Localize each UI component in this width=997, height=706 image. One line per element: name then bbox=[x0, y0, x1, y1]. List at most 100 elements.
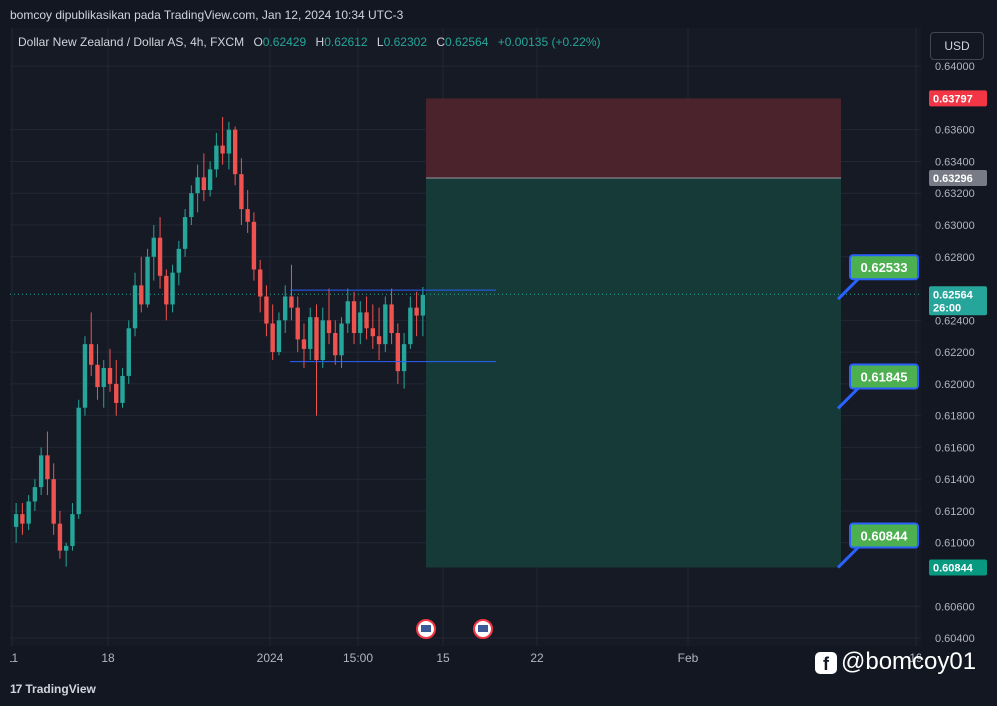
candle-body[interactable] bbox=[289, 296, 294, 308]
currency-button[interactable]: USD bbox=[930, 32, 984, 60]
candle-body[interactable] bbox=[351, 301, 357, 334]
price-scale-svg[interactable]: 0.64000 0.63600 0.63400 0.63200 0.63000 0.628… bbox=[921, 28, 997, 646]
flag-stripes bbox=[421, 625, 431, 632]
candle-body[interactable] bbox=[264, 296, 269, 324]
candle-body[interactable] bbox=[189, 193, 194, 218]
y-tick-label: 0.63400 bbox=[935, 156, 975, 168]
candle-body[interactable] bbox=[220, 145, 225, 154]
candle-body[interactable] bbox=[383, 304, 388, 345]
x-tick-label: 22 bbox=[530, 651, 544, 665]
candle-body[interactable] bbox=[107, 367, 113, 384]
candle-body[interactable] bbox=[420, 294, 426, 316]
candle-body[interactable] bbox=[51, 479, 56, 524]
y-tick-label: 0.62800 bbox=[935, 252, 975, 264]
x-tick-label: Feb bbox=[678, 651, 699, 665]
candle-body[interactable] bbox=[251, 221, 257, 270]
candle-body[interactable] bbox=[376, 336, 382, 345]
candle-body[interactable] bbox=[364, 312, 369, 329]
candle-body[interactable] bbox=[345, 301, 350, 324]
watermark-handle: @bomcoy01 bbox=[841, 648, 977, 675]
candle-body[interactable] bbox=[57, 523, 63, 551]
candle-body[interactable] bbox=[114, 383, 119, 403]
candle-body[interactable] bbox=[270, 323, 275, 353]
candle-body[interactable] bbox=[207, 169, 213, 191]
candle-body[interactable] bbox=[401, 344, 407, 372]
candle-body[interactable] bbox=[45, 455, 50, 480]
stop-loss-zone[interactable] bbox=[426, 98, 841, 178]
candle-body[interactable] bbox=[139, 285, 144, 305]
candle-body[interactable] bbox=[232, 129, 238, 175]
y-tick-label: 0.61000 bbox=[935, 538, 975, 550]
candle-body[interactable] bbox=[20, 514, 25, 524]
tradingview-logo-icon: 17 bbox=[10, 682, 22, 696]
candle-body[interactable] bbox=[32, 487, 38, 502]
candle-body[interactable] bbox=[38, 455, 44, 488]
candle-body[interactable] bbox=[326, 320, 332, 334]
price-scale[interactable]: 0.64000 0.63600 0.63400 0.63200 0.63000 0.628… bbox=[921, 28, 997, 646]
candle-body[interactable] bbox=[308, 317, 313, 349]
candle-body[interactable] bbox=[295, 307, 300, 340]
candle-body[interactable] bbox=[257, 269, 263, 297]
candle-body[interactable] bbox=[126, 328, 131, 376]
candle-body[interactable] bbox=[301, 339, 307, 349]
candle-body[interactable] bbox=[89, 344, 94, 365]
take-profit-zone[interactable] bbox=[426, 177, 841, 568]
candle-body[interactable] bbox=[176, 248, 182, 273]
chart-legend: Dollar New Zealand / Dollar AS, 4h, FXCM… bbox=[18, 35, 601, 49]
chart-area[interactable]: 0.62533 0.61845 0.60844 bbox=[10, 28, 921, 646]
price-callout[interactable] bbox=[849, 522, 919, 549]
candle-body[interactable] bbox=[76, 407, 81, 515]
legend-open-label: O bbox=[253, 35, 263, 49]
candle-body[interactable] bbox=[333, 333, 338, 356]
candle-body[interactable] bbox=[26, 501, 31, 524]
candle-body[interactable] bbox=[157, 237, 163, 276]
time-scale-svg[interactable]: 11 18 2024 15:00 15 22 Feb 19 bbox=[6, 646, 923, 670]
candle-body[interactable] bbox=[164, 275, 169, 305]
candle-body[interactable] bbox=[245, 209, 250, 222]
candle-body[interactable] bbox=[70, 514, 75, 546]
candle-body[interactable] bbox=[414, 307, 419, 316]
candle-body[interactable] bbox=[226, 129, 232, 154]
candle-body[interactable] bbox=[408, 307, 413, 345]
callout-pointer bbox=[836, 387, 860, 410]
entry-price-label: 0.63296 bbox=[933, 173, 973, 185]
tradingview-logo[interactable]: 17 TradingView bbox=[10, 682, 96, 696]
legend-high-label: H bbox=[315, 35, 325, 49]
candle-body[interactable] bbox=[314, 317, 319, 361]
legend-open: 0.62429 bbox=[262, 35, 307, 49]
candle-body[interactable] bbox=[182, 217, 188, 249]
candle-body[interactable] bbox=[63, 545, 69, 551]
time-scale[interactable]: 11 18 2024 15:00 15 22 Feb 19 bbox=[6, 646, 923, 670]
candle-body[interactable] bbox=[101, 367, 106, 388]
candle-body[interactable] bbox=[13, 514, 19, 527]
chart-svg[interactable]: 0.62533 0.61845 0.60844 bbox=[10, 28, 921, 646]
legend-close-label: C bbox=[436, 35, 446, 49]
candle-body[interactable] bbox=[82, 344, 88, 408]
price-callout[interactable] bbox=[849, 254, 919, 281]
candle-body[interactable] bbox=[214, 145, 219, 170]
candle-body[interactable] bbox=[132, 285, 138, 329]
candle-body[interactable] bbox=[201, 177, 207, 191]
candle-body[interactable] bbox=[195, 177, 200, 194]
candle-body[interactable] bbox=[170, 272, 175, 305]
x-tick-label: 19 bbox=[909, 651, 921, 665]
candle-body[interactable] bbox=[389, 304, 394, 334]
candle-body[interactable] bbox=[283, 296, 288, 321]
price-callout[interactable] bbox=[849, 363, 919, 390]
x-tick-label: 15 bbox=[436, 651, 450, 665]
tradingview-brand: TradingView bbox=[25, 682, 96, 696]
candle-body[interactable] bbox=[151, 237, 156, 257]
candle-body[interactable] bbox=[120, 375, 125, 403]
publish-title: bomcoy dipublikasikan pada TradingView.c… bbox=[10, 8, 404, 22]
candle-body[interactable] bbox=[395, 333, 401, 372]
candle-body[interactable] bbox=[358, 312, 363, 334]
candle-body[interactable] bbox=[239, 174, 244, 210]
candle-body[interactable] bbox=[276, 320, 282, 353]
candle-body[interactable] bbox=[95, 364, 100, 388]
y-tick-label: 0.62400 bbox=[935, 315, 975, 327]
candle-body[interactable] bbox=[370, 328, 376, 337]
candle-body[interactable] bbox=[320, 320, 325, 361]
candle-body[interactable] bbox=[339, 323, 344, 356]
y-tick-label: 0.60400 bbox=[935, 633, 975, 645]
candle-body[interactable] bbox=[145, 256, 150, 305]
